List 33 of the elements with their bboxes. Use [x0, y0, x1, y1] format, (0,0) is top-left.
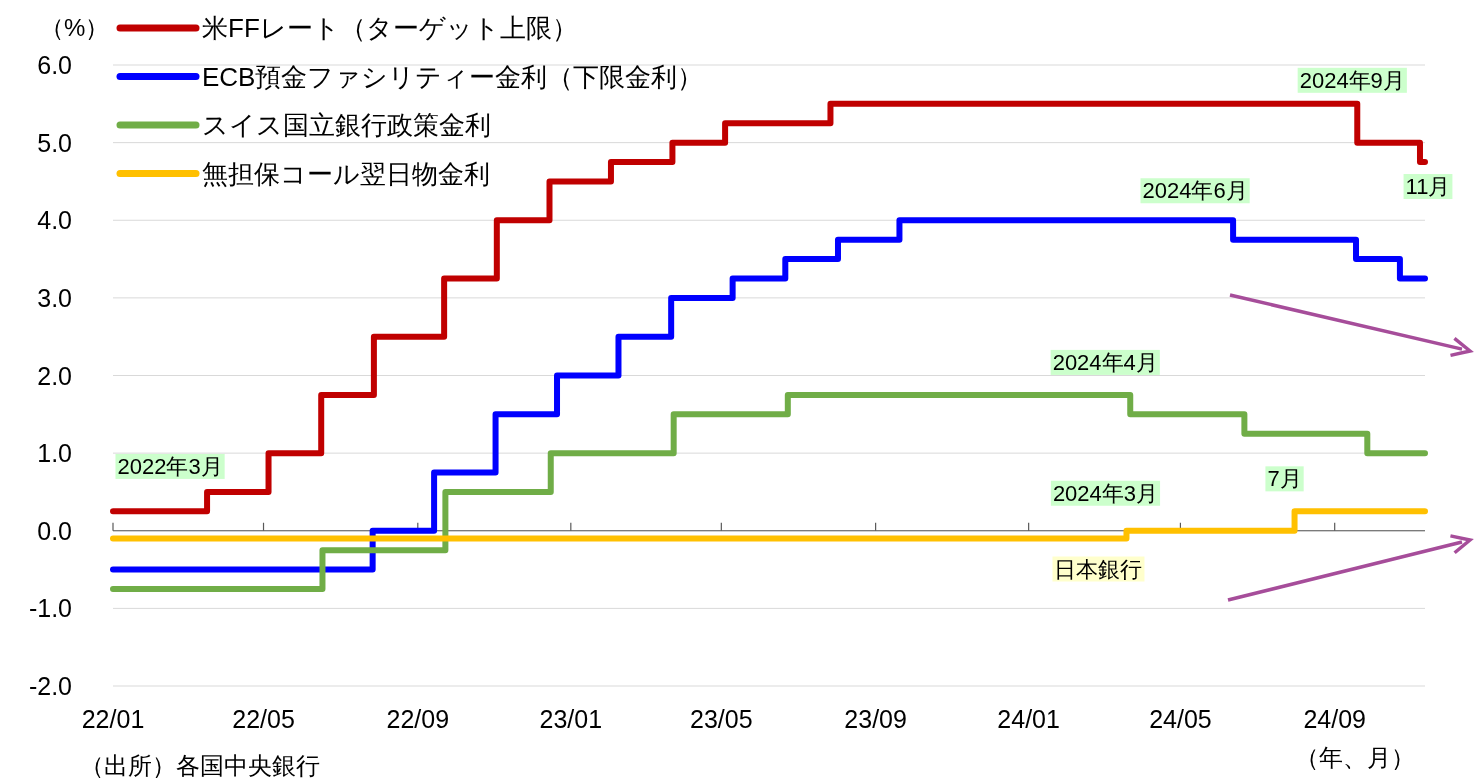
legend-label: スイス国立銀行政策金利 — [202, 110, 491, 140]
y-tick-label: 3.0 — [37, 283, 72, 312]
x-tick-label: 24/01 — [997, 705, 1060, 733]
x-tick-label: 22/05 — [232, 705, 295, 733]
x-tick-label: 22/09 — [386, 705, 450, 733]
legend-label: 無担保コール翌日物金利 — [202, 158, 490, 189]
y-axis-title: （%） — [40, 14, 110, 41]
x-tick-label: 22/01 — [81, 705, 145, 733]
y-tick-label: 4.0 — [37, 206, 72, 235]
x-tick-label: 23/09 — [844, 705, 907, 733]
x-tick-label: 24/09 — [1303, 705, 1366, 733]
y-tick-label: -1.0 — [28, 594, 72, 623]
x-tick-label: 24/05 — [1149, 705, 1212, 733]
annotation: 2022年3月 — [115, 453, 225, 479]
annotation: 11月 — [1403, 174, 1453, 200]
annotation: 2024年9月 — [1297, 67, 1407, 93]
x-axis-title: （年、月） — [1295, 744, 1415, 771]
annotation: 2024年4月 — [1050, 349, 1160, 375]
annotation: 7月 — [1265, 466, 1304, 492]
annotation: 2024年6月 — [1140, 178, 1250, 204]
y-tick-label: 2.0 — [37, 361, 72, 390]
legend-label: 米FFレート（ターゲット上限） — [202, 13, 578, 43]
y-tick-label: -2.0 — [28, 672, 72, 700]
annotation: 2024年3月 — [1050, 480, 1161, 506]
x-tick-label: 23/05 — [690, 705, 753, 733]
y-tick-label: 5.0 — [37, 128, 72, 157]
y-tick-label: 0.0 — [37, 516, 72, 545]
annotation: 日本銀行 — [1052, 556, 1145, 582]
y-tick-label: 1.0 — [37, 439, 72, 468]
y-tick-label: 6.0 — [37, 51, 72, 79]
text: （出所）各国中央銀行 — [80, 752, 320, 779]
x-tick-label: 23/01 — [539, 705, 603, 733]
legend-label: ECB預金ファシリティー金利（下限金利） — [202, 61, 704, 92]
